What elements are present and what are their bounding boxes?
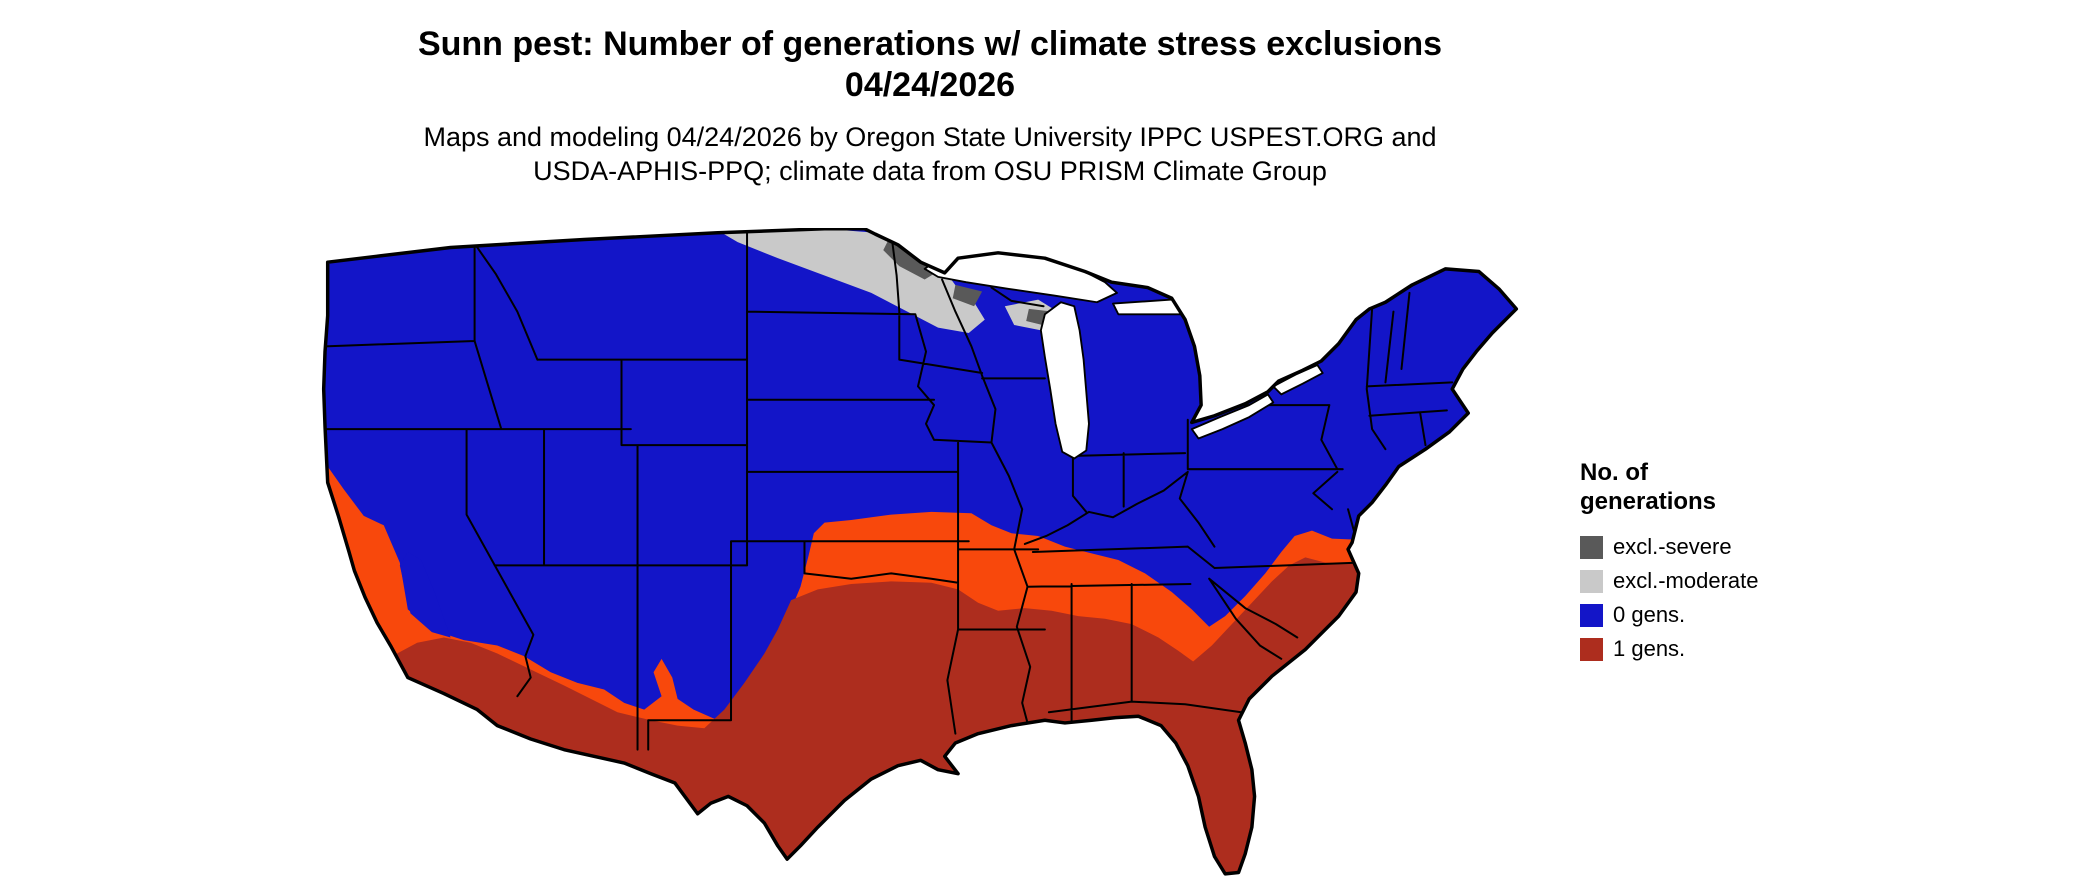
zone-exclusion-moderate [721,228,1060,333]
state-boundaries [323,230,1454,751]
legend-swatch [1580,603,1603,627]
us-national-outline [321,228,1519,876]
legend-title: No. of generations [1580,458,1759,516]
title-line-2: 04/24/2026 [844,66,1016,104]
legend-item: excl.-severe [1580,530,1759,564]
legend-item: 1 gens. [1580,632,1759,666]
zone-sierra-cool-wedge [399,551,451,638]
legend-item: excl.-moderate [1580,564,1759,598]
legend-item-label: excl.-severe [1613,534,1732,559]
page-title: Sunn pest: Number of generations w/ clim… [0,24,1860,106]
map-legend: No. of generations excl.-severe excl.-mod… [1580,458,1759,666]
legend-swatch [1580,535,1603,559]
legend-swatch [1580,637,1603,661]
title-line-1: Sunn pest: Number of generations w/ clim… [417,25,1443,63]
legend-title-line-2: generations [1580,488,1717,515]
legend-title-line-1: No. of [1580,459,1648,486]
legend-item: 0 gens. [1580,598,1759,632]
legend-swatch [1580,569,1603,593]
subtitle-line-2: USDA-APHIS-PPQ; climate data from OSU PR… [533,156,1327,186]
subtitle-line-1: Maps and modeling 04/24/2026 by Oregon S… [423,122,1437,152]
page-subtitle: Maps and modeling 04/24/2026 by Oregon S… [0,120,1860,188]
legend-item-label: 1 gens. [1613,636,1686,661]
legend-items: excl.-severe excl.-moderate 0 gens. 1 gens. [1580,530,1759,666]
legend-item-label: excl.-moderate [1613,568,1759,593]
legend-item-label: 0 gens. [1613,602,1686,627]
us-map [321,228,1519,876]
